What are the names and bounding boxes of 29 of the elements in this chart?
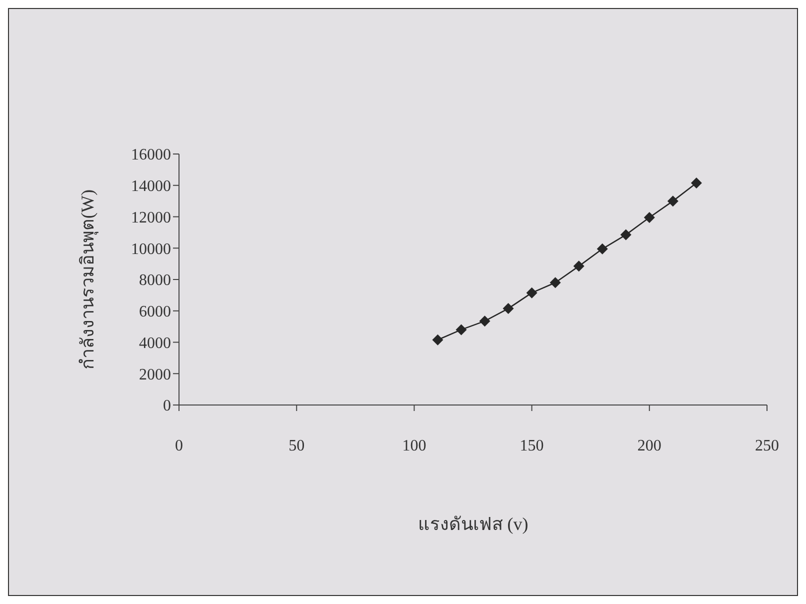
x-axis-title: แรงดันเฟส (v) <box>418 514 528 534</box>
point <box>550 277 561 288</box>
x-tick-label: 50 <box>288 437 305 454</box>
point <box>644 212 655 224</box>
point <box>456 324 467 336</box>
y-tick-label: 2000 <box>139 366 171 384</box>
x-tick-label: 0 <box>175 437 183 454</box>
y-tick-label: 16000 <box>131 146 171 164</box>
y-tick-label: 4000 <box>139 334 171 352</box>
point <box>502 303 514 314</box>
y-tick-label: 14000 <box>131 178 171 196</box>
point <box>432 334 444 346</box>
y-axis-title: กำลังงานรวมอินพุต(W) <box>77 190 98 370</box>
point <box>690 178 702 189</box>
point <box>596 243 608 254</box>
y-tick-label: 12000 <box>131 209 171 226</box>
point <box>667 196 678 207</box>
y-tick-label: 6000 <box>139 304 171 321</box>
point <box>526 287 538 298</box>
x-tick-label: 150 <box>520 437 544 454</box>
point <box>620 229 632 240</box>
y-tick-label: 0 <box>163 398 171 415</box>
y-tick-label: 10000 <box>131 240 171 258</box>
x-tick-label: 250 <box>755 437 779 454</box>
x-tick-label: 100 <box>402 437 426 454</box>
x-tick-label: 200 <box>637 437 662 454</box>
point <box>479 316 490 327</box>
y-tick-label: 8000 <box>139 272 171 290</box>
point <box>573 260 584 272</box>
